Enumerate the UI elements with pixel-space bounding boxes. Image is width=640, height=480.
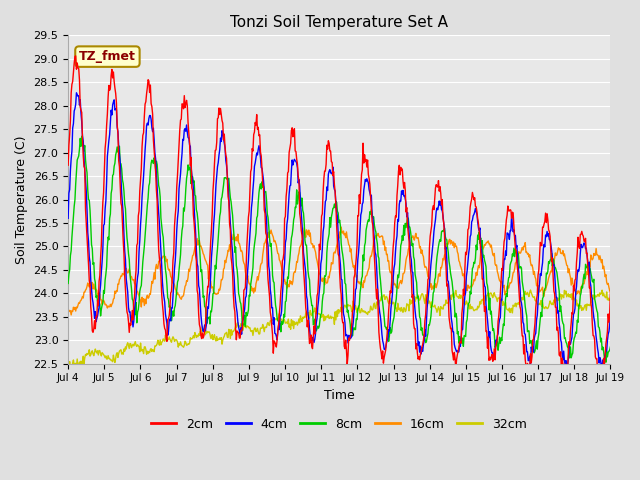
Legend: 2cm, 4cm, 8cm, 16cm, 32cm: 2cm, 4cm, 8cm, 16cm, 32cm bbox=[147, 413, 532, 436]
Title: Tonzi Soil Temperature Set A: Tonzi Soil Temperature Set A bbox=[230, 15, 448, 30]
Y-axis label: Soil Temperature (C): Soil Temperature (C) bbox=[15, 135, 28, 264]
X-axis label: Time: Time bbox=[324, 389, 355, 402]
Text: TZ_fmet: TZ_fmet bbox=[79, 50, 136, 63]
